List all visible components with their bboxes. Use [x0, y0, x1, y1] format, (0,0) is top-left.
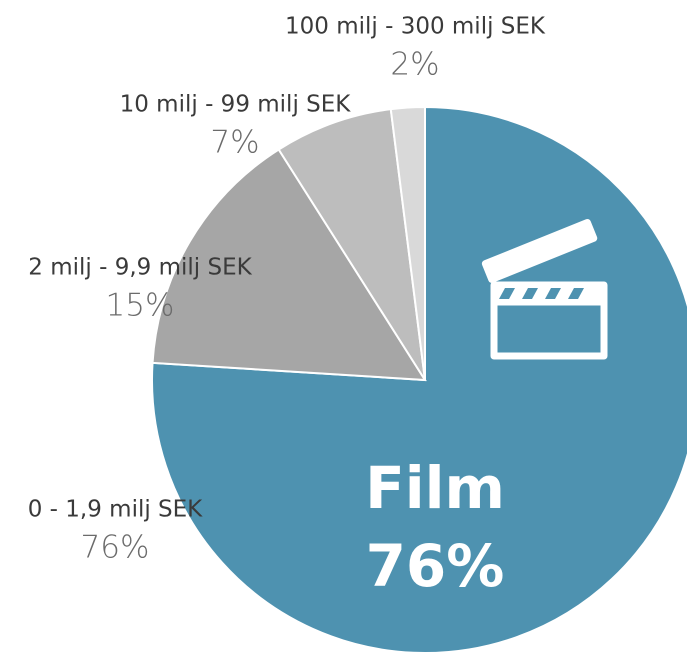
slice-label: 0 - 1,9 milj SEK: [28, 497, 203, 523]
slice-label: 100 milj - 300 milj SEK: [285, 14, 546, 40]
pie-slice: [151, 148, 427, 382]
slice-label: 2 milj - 9,9 milj SEK: [28, 255, 252, 281]
slice-value-label: 15%: [106, 288, 175, 324]
slice-label: 10 milj - 99 milj SEK: [120, 92, 352, 118]
pie-slice: [389, 105, 426, 381]
clapper-stripes: [499, 288, 584, 299]
slice-value-label: 76%: [81, 530, 150, 566]
slice-value-label: 2%: [390, 47, 439, 83]
highlight-value: 76%: [366, 532, 505, 600]
annotation: Film: [365, 454, 505, 522]
clapperboard-icon: [481, 218, 608, 360]
pie-slice: [277, 108, 426, 381]
slice-value-label: 7%: [210, 125, 259, 161]
